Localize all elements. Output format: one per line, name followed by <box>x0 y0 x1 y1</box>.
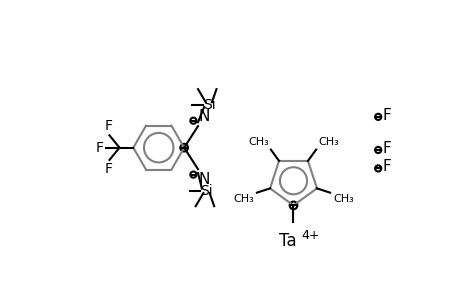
Text: CH₃: CH₃ <box>248 137 269 147</box>
Text: F: F <box>382 141 391 156</box>
Text: F: F <box>382 159 391 174</box>
Text: Si: Si <box>202 98 215 112</box>
Text: N: N <box>198 172 210 187</box>
Text: CH₃: CH₃ <box>317 137 338 147</box>
Text: F: F <box>382 108 391 123</box>
Text: F: F <box>96 141 104 155</box>
Text: Si: Si <box>200 184 213 198</box>
Text: CH₃: CH₃ <box>332 194 353 204</box>
Text: F: F <box>105 119 112 133</box>
Text: Ta: Ta <box>278 232 296 250</box>
Text: F: F <box>105 162 112 176</box>
Text: 4+: 4+ <box>301 229 319 242</box>
Text: N: N <box>198 109 210 124</box>
Text: CH₃: CH₃ <box>233 194 253 204</box>
